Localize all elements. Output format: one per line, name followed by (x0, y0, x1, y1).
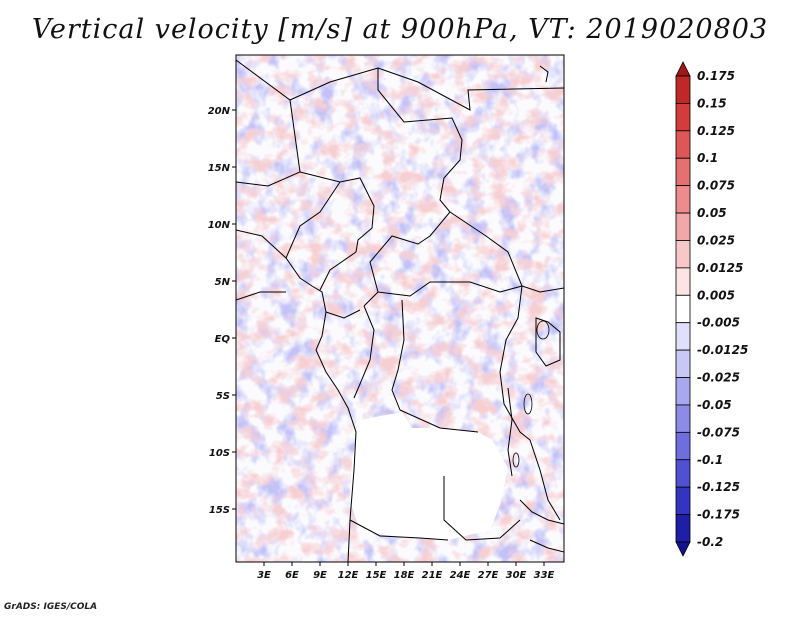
colorbar-label: 0.15 (697, 96, 727, 110)
colorbar-swatch (675, 212, 691, 241)
colorbar-swatch (675, 185, 691, 214)
colorbar-swatch (675, 349, 691, 378)
colorbar-label: -0.05 (697, 398, 732, 412)
colorbar-label: 0.125 (697, 124, 735, 138)
country-borders (236, 59, 564, 562)
colorbar-label: 0.005 (697, 288, 735, 302)
axis-ticks (232, 109, 545, 566)
colorbar-label: 0.075 (697, 179, 735, 193)
lon-label: 27E (478, 570, 499, 581)
colorbar-swatch (675, 240, 691, 269)
lat-label: EQ (215, 334, 231, 345)
colorbar-swatch (675, 157, 691, 187)
lon-label: 33E (534, 570, 555, 581)
plot-title: Vertical velocity [m/s] at 900hPa, VT: 2… (31, 14, 769, 45)
colorbar-swatch (675, 267, 691, 296)
colorbar-label: -0.0125 (697, 343, 748, 357)
colorbar-swatch (675, 103, 691, 132)
lon-label: 3E (257, 570, 271, 581)
colorbar-swatch (675, 75, 691, 104)
colorbar-label: -0.175 (697, 508, 740, 522)
lat-label: 15S (209, 505, 230, 516)
colorbar-label: -0.125 (697, 480, 740, 494)
colorbar-swatch (675, 377, 691, 406)
masked-terrain-region (350, 412, 508, 540)
colorbar: 0.175 0.15 0.125 0.1 0.075 0.05 0.025 0.0125 0.0… (675, 61, 748, 557)
colorbar-label: 0.0125 (697, 261, 743, 275)
colorbar-label: -0.005 (697, 316, 740, 330)
colorbar-swatch (675, 294, 691, 324)
colorbar-label: 0.025 (697, 233, 735, 247)
lon-label: 9E (313, 570, 327, 581)
lon-label: 12E (338, 570, 359, 581)
lon-label: 18E (394, 570, 415, 581)
colorbar-swatch (675, 459, 691, 488)
colorbar-swatch (675, 486, 691, 515)
colorbar-label: 0.05 (697, 206, 727, 220)
colorbar-label: 0.1 (697, 151, 718, 165)
map-frame (235, 54, 565, 563)
colorbar-arrow-bottom (675, 541, 691, 557)
lon-label: 15E (366, 570, 387, 581)
lat-label: 5N (215, 277, 231, 288)
colorbar-swatch (675, 514, 691, 543)
colorbar-swatch (675, 130, 691, 159)
lon-label: 24E (450, 570, 471, 581)
lakes (512, 320, 550, 468)
colorbar-label: -0.1 (697, 453, 723, 467)
colorbar-arrow-top (675, 61, 691, 77)
colorbar-label: 0.175 (697, 69, 735, 83)
colorbar-swatch (675, 431, 691, 461)
lat-label: 5S (216, 391, 230, 402)
lat-label: 15N (208, 163, 231, 174)
colorbar-swatch (675, 404, 691, 433)
lon-label: 30E (506, 570, 527, 581)
software-credit: GrADS: IGES/COLA (4, 602, 98, 612)
lat-label: 10N (208, 220, 231, 231)
colorbar-label: -0.025 (697, 371, 740, 385)
colorbar-label: -0.075 (697, 425, 740, 439)
lon-label: 6E (285, 570, 299, 581)
map-panel (236, 55, 564, 562)
colorbar-swatch (675, 322, 691, 351)
lat-label: 10S (209, 448, 230, 459)
lat-label: 20N (208, 106, 231, 117)
colorbar-label: -0.2 (697, 535, 723, 549)
lon-label: 21E (422, 570, 443, 581)
